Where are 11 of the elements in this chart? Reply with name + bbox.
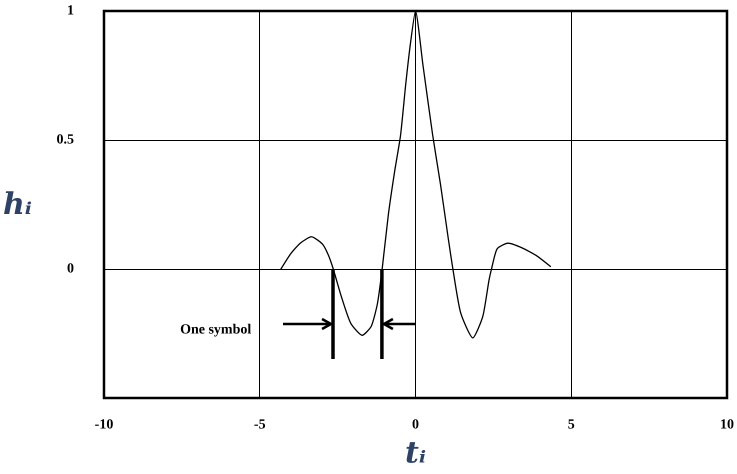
y-tick-label: 0 [66,262,74,276]
y-tick-label: 1 [66,4,74,18]
x-tick-label: 0 [412,418,419,432]
annotation: One symbol [180,322,252,338]
x-tick-label: -10 [94,418,114,432]
y-axis-title: hᵢ [2,187,32,222]
y-tick-label: 0.5 [56,132,74,148]
x-tick-label: 5 [568,418,575,432]
x-tick-label: -5 [254,418,266,432]
x-axis-title: tᵢ [404,436,426,470]
x-tick-label: 10 [720,418,734,432]
